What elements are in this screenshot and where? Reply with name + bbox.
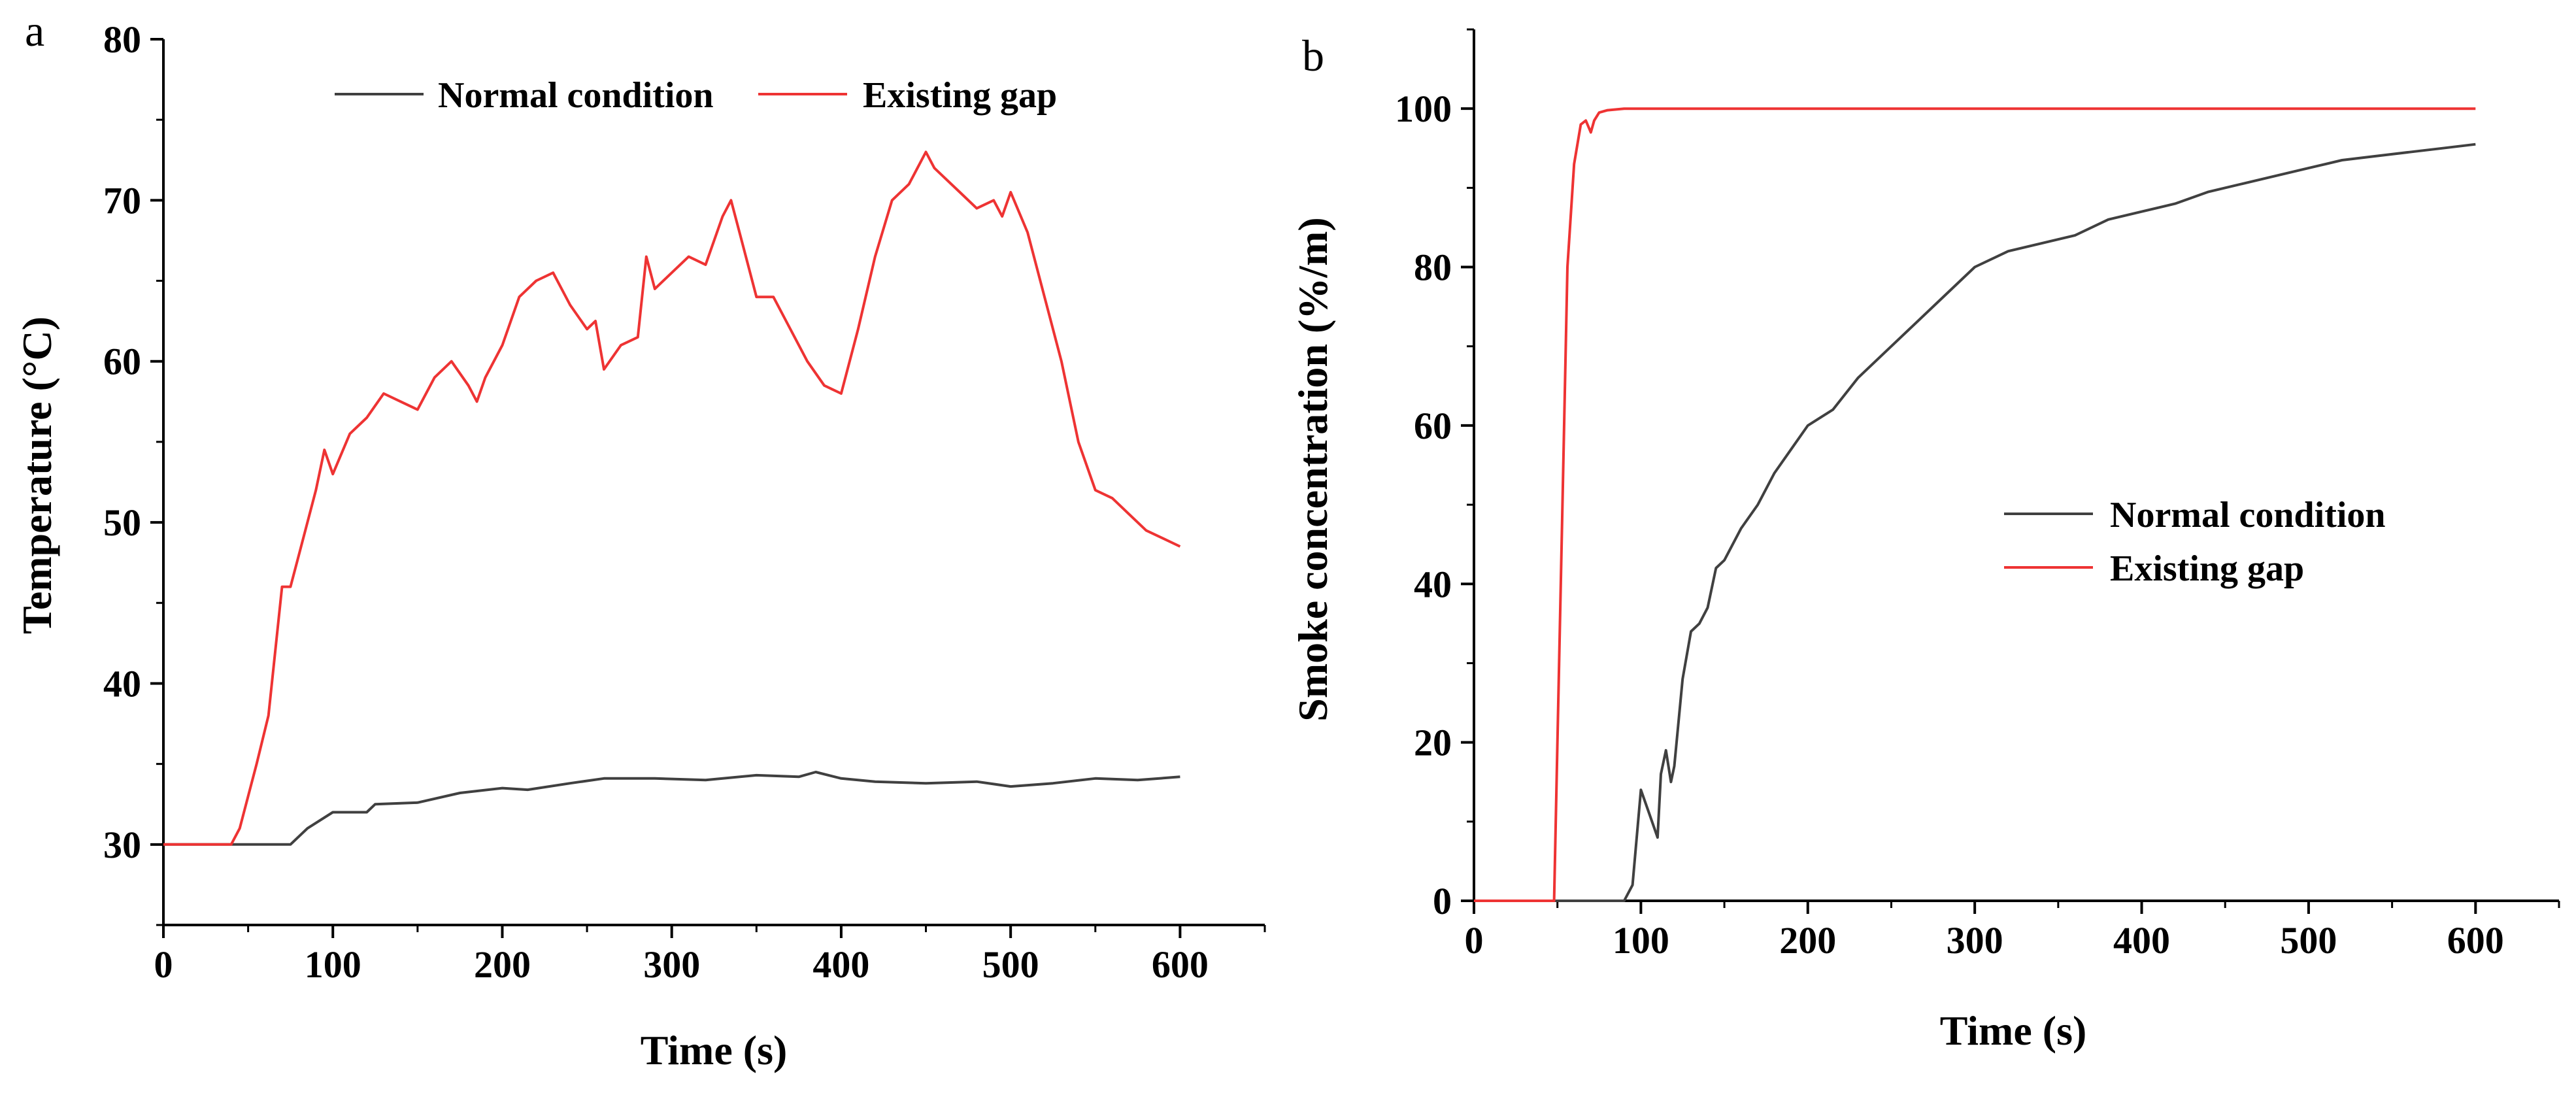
panel-a-legend-label-gap: Existing gap bbox=[863, 75, 1057, 116]
panel-b: b 0 100 200 300 400 500 600 0 20 40 60 80 100 Time … bbox=[1290, 28, 2560, 1054]
panel-a: a 0 100 200 300 400 500 600 30 40 50 60 70 80 Time … bbox=[14, 6, 1266, 1073]
panel-a-x-tick-label: 100 bbox=[305, 943, 361, 986]
panel-a-y-label: Temperature (°C) bbox=[14, 316, 60, 634]
panel-b-y-tick-label: 80 bbox=[1414, 246, 1452, 289]
panel-b-y-tick-label: 100 bbox=[1395, 88, 1452, 130]
panel-b-x-ticks: 0 100 200 300 400 500 600 bbox=[1465, 901, 2560, 962]
panel-b-axes bbox=[1473, 29, 2559, 902]
panel-a-legend-label-normal: Normal condition bbox=[438, 75, 714, 116]
panel-b-x-tick-label: 500 bbox=[2280, 919, 2337, 962]
panel-a-series bbox=[163, 150, 1181, 846]
panel-b-legend-label-gap: Existing gap bbox=[2110, 548, 2304, 589]
panel-b-x-label: Time (s) bbox=[1940, 1007, 2087, 1054]
panel-b-x-tick-label: 0 bbox=[1465, 919, 1484, 962]
panel-a-x-tick-label: 500 bbox=[982, 943, 1039, 986]
panel-a-series-line-normal bbox=[163, 771, 1180, 846]
panel-a-series-line-gap bbox=[163, 150, 1181, 846]
panel-a-y-tick-label: 80 bbox=[103, 18, 141, 61]
panel-a-y-tick-label: 30 bbox=[103, 824, 141, 866]
panel-b-legend: Normal condition Existing gap bbox=[2004, 495, 2386, 589]
panel-a-x-tick-label: 300 bbox=[643, 943, 700, 986]
panel-a-axes bbox=[162, 39, 1265, 926]
panel-b-y-tick-label: 0 bbox=[1433, 880, 1452, 922]
panel-b-y-tick-label: 20 bbox=[1414, 722, 1452, 764]
panel-b-y-tick-label: 60 bbox=[1414, 405, 1452, 447]
panel-a-x-tick-label: 600 bbox=[1152, 943, 1209, 986]
panel-a-x-label: Time (s) bbox=[641, 1027, 788, 1073]
panel-b-letter: b bbox=[1302, 31, 1324, 80]
panel-b-y-tick-label: 40 bbox=[1414, 563, 1452, 605]
panel-b-x-tick-label: 100 bbox=[1613, 919, 1669, 962]
panel-b-y-label: Smoke concentration (%/m) bbox=[1290, 217, 1336, 721]
panel-b-x-tick-label: 200 bbox=[1779, 919, 1836, 962]
panel-b-legend-label-normal: Normal condition bbox=[2110, 495, 2386, 535]
panel-a-letter: a bbox=[25, 6, 44, 56]
panel-b-series-line-normal bbox=[1474, 143, 2476, 902]
panel-a-y-ticks: 30 40 50 60 70 80 bbox=[103, 18, 163, 926]
panel-b-series bbox=[1474, 107, 2476, 902]
panel-a-y-tick-label: 60 bbox=[103, 341, 141, 383]
panel-a-y-tick-label: 40 bbox=[103, 662, 141, 705]
panel-a-x-tick-label: 200 bbox=[474, 943, 531, 986]
panel-b-series-line-gap bbox=[1474, 107, 2476, 902]
panel-b-x-tick-label: 400 bbox=[2113, 919, 2170, 962]
panel-b-x-tick-label: 300 bbox=[1947, 919, 2003, 962]
panel-b-y-ticks: 0 20 40 60 80 100 bbox=[1395, 28, 1474, 922]
panel-a-x-ticks: 0 100 200 300 400 500 600 bbox=[154, 925, 1266, 986]
panel-a-x-tick-label: 400 bbox=[812, 943, 869, 986]
panel-a-y-tick-label: 70 bbox=[103, 179, 141, 222]
panel-b-x-tick-label: 600 bbox=[2447, 919, 2504, 962]
panel-a-legend: Normal condition Existing gap bbox=[335, 75, 1057, 116]
panel-a-x-tick-label: 0 bbox=[154, 943, 173, 986]
panel-a-y-tick-label: 50 bbox=[103, 501, 141, 544]
